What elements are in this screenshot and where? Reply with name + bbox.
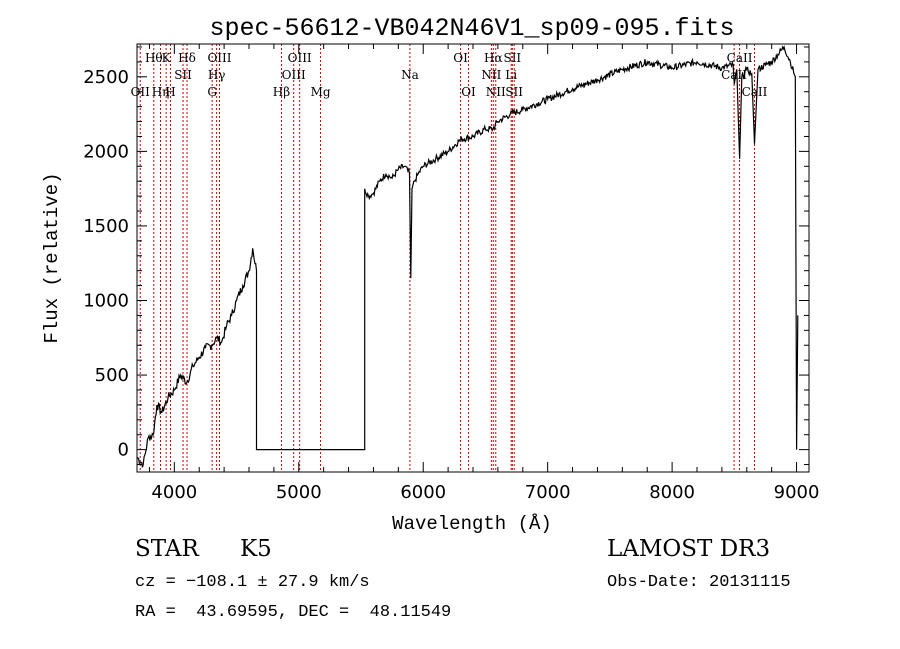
- x-tick-label-8000: 8000: [649, 482, 695, 503]
- x-tick-label-7000: 7000: [525, 482, 571, 503]
- y-axis: 0 500 1000 1500 2000 2500: [83, 46, 809, 466]
- line-label-18: Hα: [484, 51, 503, 65]
- line-label-14: Na: [401, 68, 419, 82]
- line-label-7: G: [207, 85, 217, 99]
- y-tick-label-1500: 1500: [83, 216, 129, 237]
- line-label-24: CaII: [727, 51, 753, 65]
- coordinates: RA = 43.69595, DEC = 48.11549: [135, 603, 452, 622]
- spectral-line-labels: OIIHθHηKHSIIHδGHγOIIIHβOIIIOIIIMgNaOIOIN…: [131, 51, 768, 99]
- line-label-15: OI: [453, 51, 468, 65]
- object-subclass: K5: [240, 536, 272, 562]
- chart-title: spec-56612-VB042N46V1_sp09-095.fits: [209, 14, 734, 43]
- x-tick-label-9000: 9000: [774, 482, 820, 503]
- plot-frame: [136, 43, 810, 473]
- line-label-22: SII: [505, 85, 523, 99]
- spectrum-series-line: [136, 45, 799, 468]
- line-label-6: Hδ: [178, 51, 196, 65]
- x-tick-label-5000: 5000: [276, 482, 322, 503]
- line-label-4: H: [165, 85, 175, 99]
- line-label-5: SII: [174, 68, 192, 82]
- x-tick-label-6000: 6000: [400, 482, 446, 503]
- line-label-2: Hη: [152, 85, 170, 99]
- line-label-3: K: [162, 51, 172, 65]
- line-label-8: Hγ: [208, 68, 226, 82]
- y-tick-label-0: 0: [118, 440, 129, 461]
- line-label-25: CaII: [742, 85, 768, 99]
- survey-name: LAMOST DR3: [607, 536, 771, 562]
- x-tick-label-4000: 4000: [151, 482, 197, 503]
- y-tick-label-2000: 2000: [83, 141, 129, 162]
- obs-date: Obs-Date: 20131115: [607, 573, 791, 592]
- line-label-9: OIII: [207, 51, 231, 65]
- line-label-19: NII: [486, 85, 506, 99]
- y-tick-label-1000: 1000: [83, 291, 129, 312]
- x-axis-label: Wavelength (Å): [392, 513, 552, 535]
- x-axis: 4000 5000 6000 7000 8000 9000: [148, 44, 820, 503]
- line-label-10: Hβ: [273, 85, 290, 99]
- object-class: STAR: [135, 536, 199, 562]
- spectral-line-markers: [139, 44, 755, 472]
- y-tick-label-2500: 2500: [83, 67, 129, 88]
- line-label-21: SII: [503, 51, 521, 65]
- line-label-13: Mg: [311, 85, 331, 99]
- y-tick-label-500: 500: [95, 365, 129, 386]
- line-label-20: Li: [505, 68, 517, 82]
- line-label-16: OI: [461, 85, 476, 99]
- line-label-11: OIII: [282, 68, 306, 82]
- line-label-1: Hθ: [145, 51, 163, 65]
- y-axis-label: Flux (relative): [41, 172, 63, 343]
- line-label-12: OIII: [288, 51, 312, 65]
- redshift-cz: cz = −108.1 ± 27.9 km/s: [135, 573, 370, 592]
- line-label-17: NII: [481, 68, 501, 82]
